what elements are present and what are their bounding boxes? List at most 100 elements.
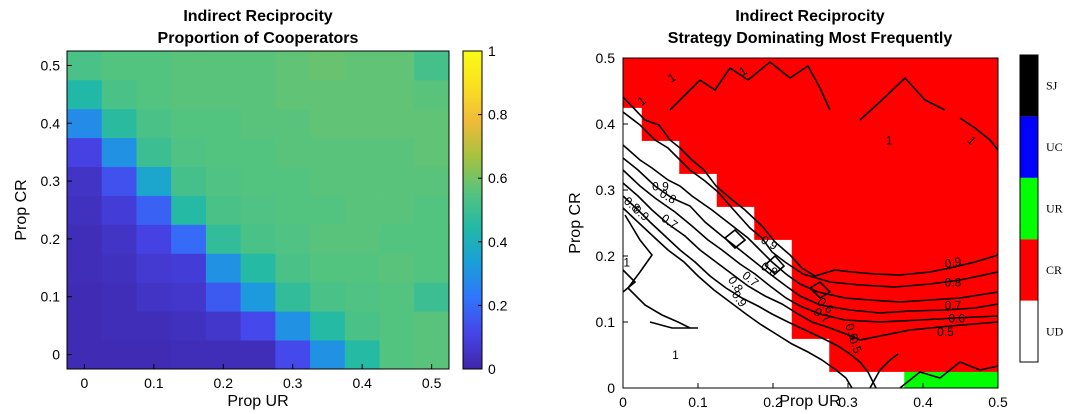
heatmap-cell xyxy=(379,108,415,139)
strategy-cell xyxy=(979,338,999,372)
heatmap-cell xyxy=(379,253,415,283)
contour-line xyxy=(622,144,999,303)
strategy-cell xyxy=(979,74,999,108)
right-strategy-cells xyxy=(623,58,999,389)
strategy-cell xyxy=(829,371,868,389)
heatmap-cell xyxy=(344,224,380,254)
strategy-cell xyxy=(979,371,999,389)
strategy-cell xyxy=(904,58,943,75)
heatmap-cell xyxy=(171,51,207,81)
strategy-cell xyxy=(754,371,793,389)
y-tick-label: 0.4 xyxy=(41,115,61,131)
contour-label-text: 0.8 xyxy=(945,275,962,289)
heatmap-cell xyxy=(240,340,276,370)
contour-label-text: 1 xyxy=(886,134,893,148)
colorbar-segment xyxy=(1020,116,1038,178)
x-tick-label: 0.5 xyxy=(422,375,442,391)
strategy-cell xyxy=(641,371,680,389)
heatmap-cell xyxy=(240,51,276,81)
contour-label-text: 0.5 xyxy=(937,325,954,339)
heatmap-cell xyxy=(101,166,137,196)
strategy-cell xyxy=(791,371,830,389)
heatmap-cell xyxy=(171,137,207,168)
contour-label-text: 0.6 xyxy=(842,322,861,343)
colorbar-segment xyxy=(1020,55,1038,117)
heatmap-cell xyxy=(240,224,276,254)
heatmap-cell xyxy=(310,282,346,312)
strategy-cell xyxy=(829,206,868,240)
strategy-cell xyxy=(866,107,905,141)
contour-line xyxy=(724,228,747,250)
y-tick-label: 0.5 xyxy=(41,57,61,73)
contour-label-text: 0.6 xyxy=(948,312,965,326)
colorbar-tick-label: 0.8 xyxy=(488,107,508,123)
heatmap-cell xyxy=(171,224,207,254)
left-y-axis-label: Prop CR xyxy=(13,179,30,240)
strategy-cell xyxy=(866,173,905,207)
strategy-cell xyxy=(754,338,793,372)
right-y-axis-label: Prop CR xyxy=(567,192,584,253)
heatmap-cell xyxy=(136,137,172,168)
right-subtitle: Strategy Dominating Most Frequently xyxy=(668,30,953,47)
y-tick-label: 0.2 xyxy=(596,248,616,264)
heatmap-cell xyxy=(379,137,415,168)
contour-line xyxy=(622,269,637,293)
heatmap-cell xyxy=(275,253,311,283)
strategy-cell xyxy=(866,206,905,240)
strategy-cell xyxy=(716,58,755,75)
contour-line xyxy=(622,169,999,323)
heatmap-cell xyxy=(240,79,276,110)
strategy-cell xyxy=(641,58,680,75)
heatmap-cell xyxy=(379,166,415,196)
strategy-cell xyxy=(829,173,868,207)
heatmap-cell xyxy=(414,195,450,225)
contour-label-text: 1 xyxy=(623,256,630,270)
strategy-cell xyxy=(623,173,643,207)
heatmap-cell xyxy=(67,282,103,312)
heatmap-cell xyxy=(414,51,450,81)
contour-label: 0.5 xyxy=(937,325,954,339)
colorbar-frame xyxy=(1019,54,1039,363)
y-tick-label: 0 xyxy=(607,380,615,396)
heatmap-cell xyxy=(171,340,207,370)
strategy-cell xyxy=(941,206,980,240)
strategy-cell xyxy=(679,338,718,372)
right-plot-frame xyxy=(622,57,999,389)
colorbar-category-label: UD xyxy=(1046,324,1064,338)
heatmap-cell xyxy=(275,282,311,312)
strategy-cell xyxy=(829,58,868,75)
colorbar-category-label: CR xyxy=(1046,263,1062,277)
strategy-cell xyxy=(791,338,830,372)
strategy-cell xyxy=(716,173,755,207)
heatmap-cell xyxy=(205,108,242,139)
heatmap-cell xyxy=(414,282,450,312)
heatmap-cell xyxy=(275,108,311,139)
y-tick-label: 0.5 xyxy=(596,50,616,66)
strategy-cell xyxy=(941,107,980,141)
contour-label: 0.7 xyxy=(945,299,962,313)
colorbar-segment xyxy=(1020,239,1038,301)
heatmap-cell xyxy=(344,195,380,225)
x-tick-label: 0.1 xyxy=(144,375,164,391)
heatmap-cell xyxy=(310,311,346,341)
strategy-cell xyxy=(941,74,980,108)
y-tick-label: 0.2 xyxy=(41,231,61,247)
x-tick-label: 0 xyxy=(619,394,627,410)
heatmap-cell xyxy=(240,195,276,225)
heatmap-cell xyxy=(414,224,450,254)
heatmap-cell xyxy=(136,79,172,110)
heatmap-cell xyxy=(344,79,380,110)
strategy-cell xyxy=(979,206,999,240)
heatmap-cell xyxy=(240,108,276,139)
strategy-cell xyxy=(716,107,755,141)
strategy-cell xyxy=(904,173,943,207)
strategy-cell xyxy=(791,173,830,207)
strategy-cell xyxy=(641,206,680,240)
heatmap-cell xyxy=(414,166,450,196)
colorbar-tick-label: 0.2 xyxy=(488,297,508,313)
heatmap-cell xyxy=(240,253,276,283)
contour-line xyxy=(622,207,853,389)
strategy-cell xyxy=(791,206,830,240)
contour-label: 0.5 xyxy=(846,335,865,356)
strategy-cell xyxy=(623,338,643,372)
